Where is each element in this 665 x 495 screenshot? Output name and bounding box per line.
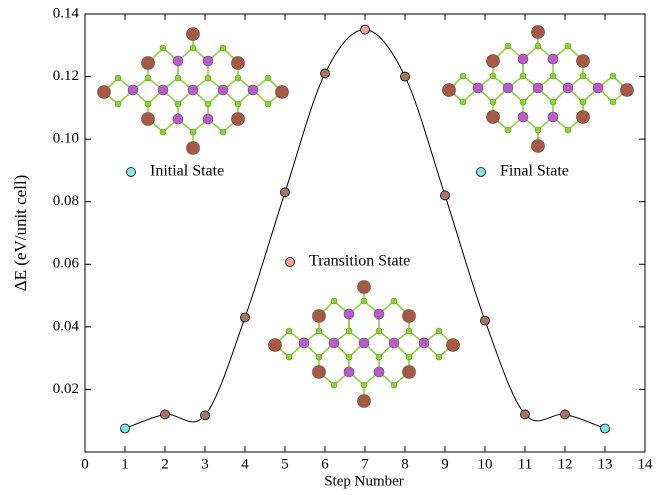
x-tick-label: 0 — [81, 456, 89, 472]
data-point — [160, 409, 170, 420]
x-tick-label: 11 — [518, 456, 532, 472]
molecule-initial — [96, 26, 290, 156]
data-point — [280, 187, 290, 198]
y-axis-title: ΔE (eV/unit cell) — [11, 175, 30, 292]
x-tick-label: 10 — [478, 456, 493, 472]
data-point — [520, 409, 530, 420]
y-tick-label: 0.12 — [53, 68, 79, 84]
y-tick-label: 0.04 — [53, 318, 80, 334]
annotation-marker — [476, 167, 486, 177]
x-tick-label: 13 — [598, 456, 613, 472]
x-tick-label: 7 — [361, 456, 369, 472]
x-axis-title: Step Number — [324, 473, 404, 489]
annotation-marker — [285, 257, 295, 267]
x-tick-label: 1 — [121, 456, 129, 472]
x-tick-label: 8 — [401, 456, 409, 472]
data-point — [320, 68, 330, 79]
x-tick-label: 12 — [558, 456, 573, 472]
data-point — [480, 315, 490, 326]
x-tick-label: 4 — [241, 456, 249, 472]
data-point — [240, 312, 250, 323]
y-tick-label: 0.10 — [53, 131, 79, 147]
x-tick-label: 9 — [441, 456, 449, 472]
x-tick-label: 6 — [321, 456, 329, 472]
data-point — [400, 71, 410, 82]
x-tick-label: 3 — [201, 456, 209, 472]
data-point — [560, 409, 570, 420]
x-tick-label: 14 — [638, 456, 654, 472]
molecule-transition — [267, 279, 461, 409]
annotation: Final State — [500, 163, 569, 180]
y-tick-label: 0.08 — [53, 193, 79, 209]
annotation: Transition State — [309, 253, 410, 270]
annotation-marker — [126, 167, 136, 177]
data-point — [600, 423, 610, 434]
y-tick-label: 0.14 — [53, 5, 80, 21]
y-tick-label: 0.06 — [53, 256, 80, 272]
data-point — [360, 24, 370, 35]
y-tick-label: 0.02 — [53, 381, 79, 397]
molecule-final — [441, 24, 635, 154]
data-point — [440, 190, 450, 201]
data-point — [200, 410, 210, 421]
x-tick-label: 2 — [161, 456, 169, 472]
annotation: Initial State — [150, 163, 224, 180]
data-point — [120, 423, 130, 434]
x-tick-label: 5 — [281, 456, 289, 472]
